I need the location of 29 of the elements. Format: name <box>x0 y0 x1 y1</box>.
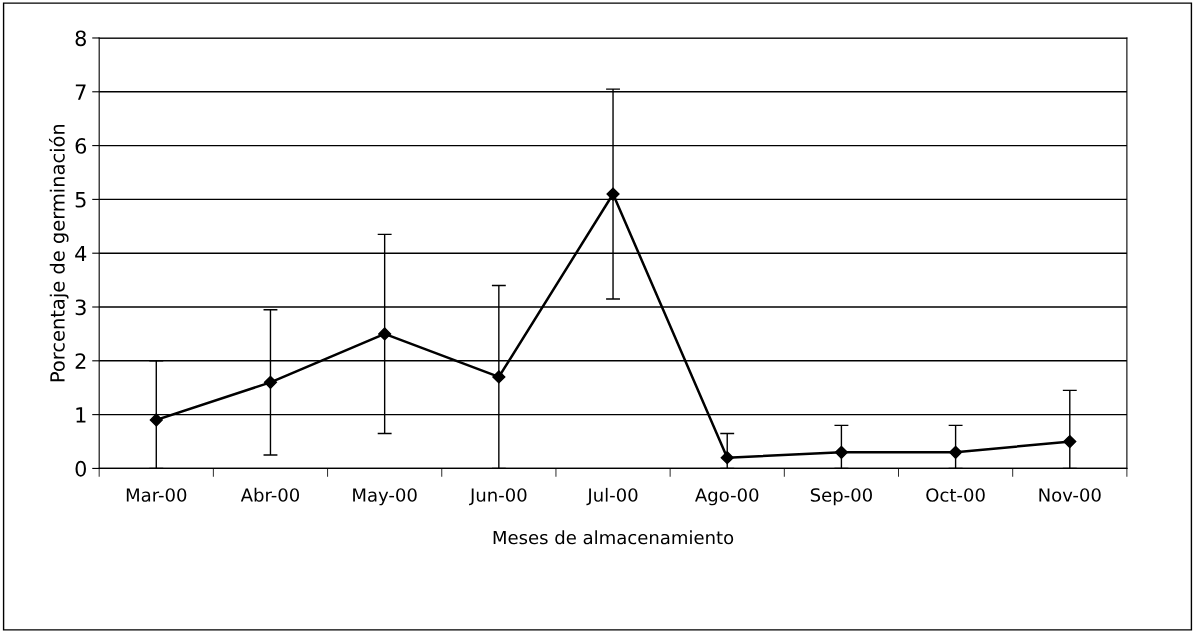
x-tick-label: Nov-00 <box>1039 488 1101 502</box>
point <box>492 370 506 384</box>
y-tick-label: 8 <box>75 30 86 47</box>
x-tick-label: Sep-00 <box>810 488 872 506</box>
y-tick-label: 4 <box>75 245 87 262</box>
point <box>149 413 163 427</box>
x-tick-label: Oct-00 <box>926 488 985 502</box>
point <box>606 187 620 201</box>
y-tick-label: 5 <box>75 192 86 208</box>
y-tick-label: 3 <box>75 299 86 316</box>
y-tick-label: 0 <box>75 460 86 477</box>
point <box>720 451 734 465</box>
y-tick-label: 7 <box>75 84 86 100</box>
x-tick-label: Ago-00 <box>695 488 759 506</box>
x-tick-label: Abr-00 <box>240 487 300 502</box>
x-tick-label: Jul-00 <box>586 487 638 506</box>
x-axis-title: Meses de almacenamiento <box>493 530 734 545</box>
point <box>1063 434 1077 449</box>
y-tick-label: 6 <box>75 138 87 154</box>
y-tick-label: 1 <box>76 407 86 423</box>
point <box>263 375 278 389</box>
x-tick-label: May-00 <box>353 488 417 506</box>
y-tick-label: 2 <box>75 353 86 369</box>
y-axis-title: Porcentaje de germinación <box>48 124 69 382</box>
x-tick-label: Mar-00 <box>126 488 187 502</box>
point <box>834 445 849 459</box>
point <box>949 445 963 459</box>
point <box>378 327 392 341</box>
x-tick-label: Jun-00 <box>469 488 527 506</box>
